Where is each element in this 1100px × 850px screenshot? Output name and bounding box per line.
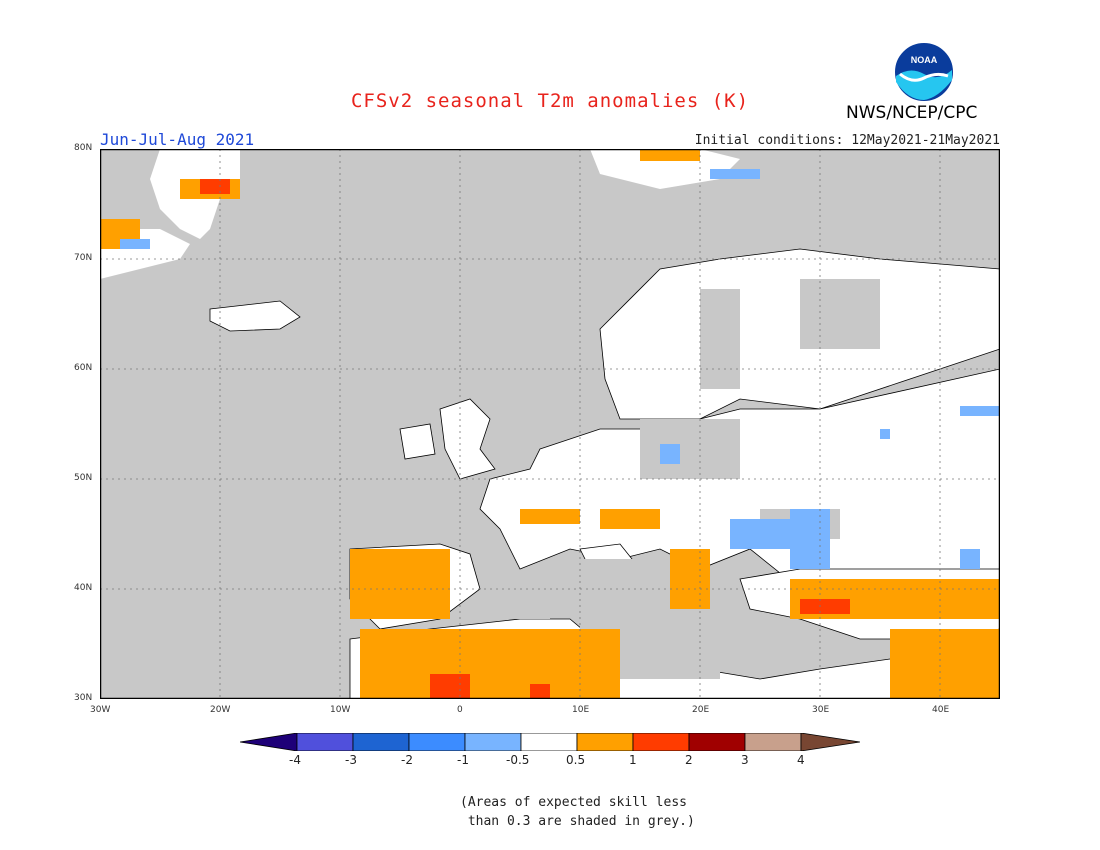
- lat-label-60n: 60N: [74, 363, 93, 373]
- svalbard-landmass: [590, 149, 740, 189]
- lat-label-80n: 80N: [74, 143, 93, 153]
- colorbar-label: 4: [797, 753, 805, 767]
- lon-label-30w: 30W: [90, 705, 111, 715]
- colorbar-label: 2: [685, 753, 693, 767]
- skill-footnote: (Areas of expected skill less than 0.3 a…: [460, 795, 695, 829]
- lat-label-50n: 50N: [74, 473, 93, 483]
- noaa-logo: NOAA: [893, 41, 955, 103]
- colorbar-label: -3: [345, 753, 357, 767]
- warm-anomaly-areas: [100, 149, 1000, 699]
- color-legend-bar: [240, 733, 860, 751]
- colorbar-label: -0.5: [506, 753, 530, 767]
- map-graticule: [100, 149, 1000, 699]
- colorbar-label: -2: [401, 753, 413, 767]
- strong-warm-anomaly-areas: [200, 179, 850, 699]
- lon-label-20w: 20W: [210, 705, 231, 715]
- lon-label-20e: 20E: [692, 705, 710, 715]
- ireland-landmass: [399, 423, 436, 460]
- initial-conditions: Initial conditions: 12May2021-21May2021: [694, 133, 1000, 148]
- cool-anomaly-areas: [120, 169, 1000, 569]
- noaa-logo-text: NOAA: [911, 55, 938, 65]
- map-title: CFSv2 seasonal T2m anomalies (K): [350, 90, 750, 112]
- lon-label-0: 0: [457, 705, 463, 715]
- forecast-period: Jun-Jul-Aug 2021: [100, 130, 255, 149]
- colorbar-label: -1: [457, 753, 469, 767]
- colorbar-label: 1: [629, 753, 637, 767]
- iceland-landmass: [209, 300, 301, 332]
- uk-landmass: [439, 398, 496, 480]
- anomaly-map: [100, 149, 1000, 699]
- map-frame: [100, 149, 1000, 699]
- lat-label-40n: 40N: [74, 583, 93, 593]
- colorbar-label: 0.5: [566, 753, 586, 767]
- lon-label-40e: 40E: [932, 705, 950, 715]
- lat-label-70n: 70N: [74, 253, 93, 263]
- colorbar-label: -4: [289, 753, 301, 767]
- lat-label-30n: 30N: [74, 693, 93, 703]
- agency-label: NWS/NCEP/CPC: [846, 103, 978, 123]
- lon-label-10w: 10W: [330, 705, 351, 715]
- lon-label-10e: 10E: [572, 705, 590, 715]
- colorbar-label: 3: [741, 753, 749, 767]
- lon-label-30e: 30E: [812, 705, 830, 715]
